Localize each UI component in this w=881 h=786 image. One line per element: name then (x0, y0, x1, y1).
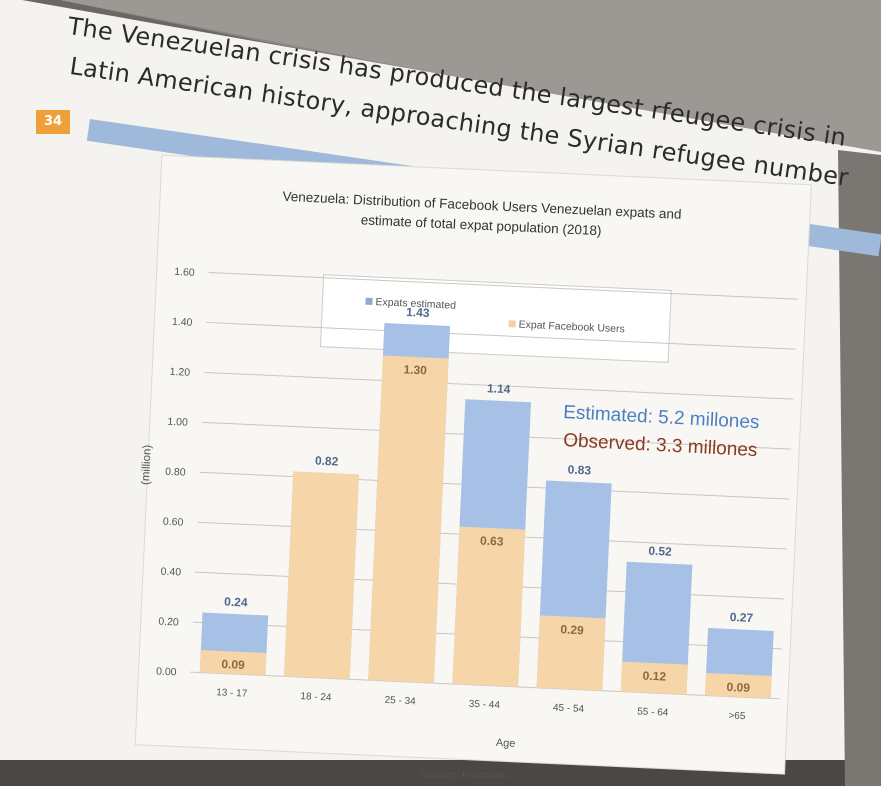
x-tick-label: >65 (728, 711, 746, 723)
data-label-estimated: 1.43 (406, 305, 430, 320)
y-axis-label: (million) (140, 444, 154, 485)
y-tick-label: 1.20 (169, 366, 190, 379)
y-tick-label: 0.80 (165, 466, 186, 479)
x-tick-label: 35 - 44 (469, 699, 501, 711)
x-tick-label: 13 - 17 (216, 687, 248, 699)
x-axis-label: Age (496, 737, 516, 750)
bar-expat-facebook-users (620, 661, 688, 695)
y-tick-label: 1.60 (174, 266, 195, 279)
y-tick-label: 1.00 (167, 416, 188, 429)
data-label-estimated: 0.52 (648, 544, 672, 559)
legend-box (319, 274, 672, 363)
slide-number-badge: 34 (36, 110, 70, 134)
data-label-estimated: 0.82 (315, 454, 339, 469)
data-label-estimated: 0.24 (224, 595, 248, 610)
y-tick-label: 0.00 (156, 666, 177, 679)
x-tick-label: 55 - 64 (637, 706, 669, 718)
data-label-facebook: 0.12 (642, 669, 666, 684)
legend-swatch-facebook (508, 320, 516, 328)
bar-expat-facebook-users (704, 672, 772, 699)
legend-label-estimated: Expats estimated (375, 296, 456, 312)
y-tick-labels: 0.00 0.20 0.40 0.60 0.80 1.00 1.20 1.40 1.60 (156, 266, 195, 679)
sources-note: Sources: Facebook, (420, 770, 509, 781)
bar-expat-facebook-users (283, 471, 359, 680)
bar-expat-facebook-users (199, 650, 267, 676)
legend-swatch-estimated (365, 297, 373, 305)
bar-expat-facebook-users (536, 615, 606, 691)
x-tick-label: 25 - 34 (384, 695, 416, 707)
y-tick-label: 1.40 (172, 316, 193, 329)
y-tick-label: 0.60 (163, 516, 184, 529)
gridline (206, 321, 796, 350)
legend-label-facebook: Expat Facebook Users (518, 319, 625, 336)
x-tick-label: 45 - 54 (553, 703, 585, 715)
bar-expat-facebook-users (452, 526, 526, 687)
data-label-facebook: 1.30 (403, 362, 427, 377)
x-tick-label: 18 - 24 (300, 691, 332, 703)
y-tick-label: 0.20 (158, 616, 179, 629)
data-label-estimated: 1.14 (487, 381, 511, 396)
data-label-facebook: 0.63 (480, 534, 504, 549)
bar-expats-estimated (620, 561, 693, 695)
gridline (204, 371, 794, 400)
data-label-facebook: 0.09 (726, 680, 750, 695)
bar-expat-facebook-users (368, 355, 449, 684)
data-label-facebook: 0.09 (221, 657, 245, 672)
data-label-estimated: 0.83 (567, 462, 591, 477)
y-tick-label: 0.40 (160, 566, 181, 579)
data-label-facebook: 0.29 (560, 622, 584, 637)
gridline (208, 271, 799, 300)
bar-series: 0.24 0.09 0.82 1.43 1.30 1.14 0.63 0.83 0.29 0.52… (199, 305, 774, 699)
x-tick-labels: 13 - 17 18 - 24 25 - 34 35 - 44 45 - 54 55 - … (216, 687, 746, 722)
data-label-estimated: 0.27 (729, 610, 753, 625)
